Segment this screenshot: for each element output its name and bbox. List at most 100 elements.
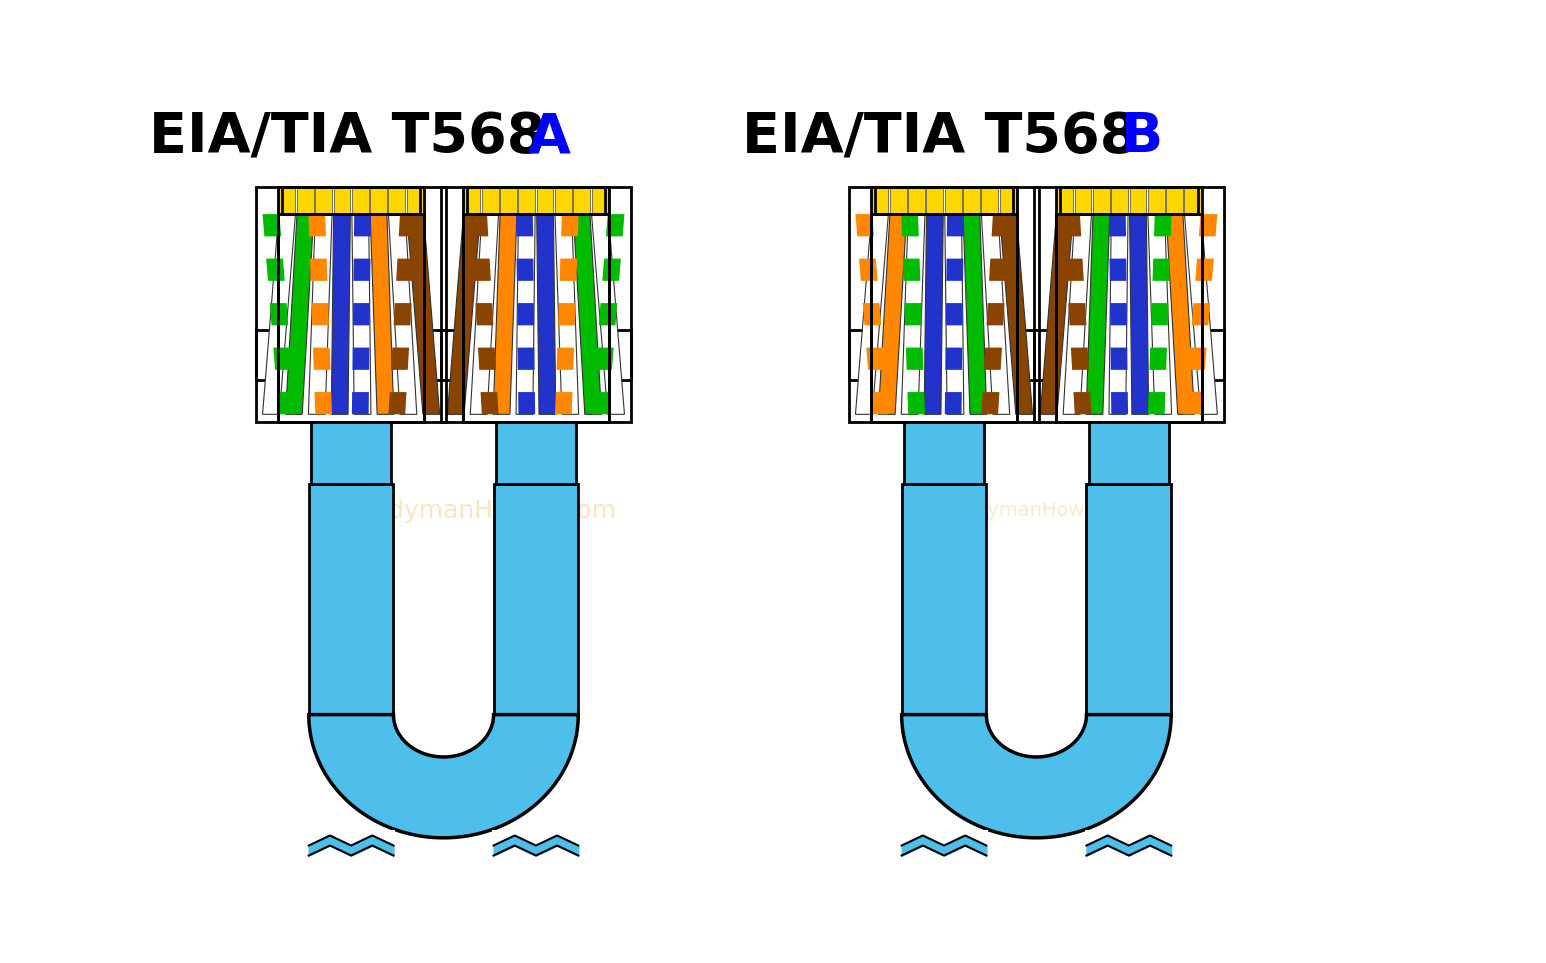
Polygon shape	[1068, 303, 1087, 325]
Polygon shape	[925, 214, 943, 414]
Polygon shape	[983, 348, 1002, 370]
Bar	[574, 187, 591, 214]
Polygon shape	[1112, 392, 1129, 414]
Polygon shape	[878, 214, 906, 414]
Bar	[309, 483, 394, 715]
Bar	[870, 187, 1017, 422]
Text: ©handymanHowTo.com: ©handymanHowTo.com	[920, 501, 1153, 520]
Polygon shape	[855, 214, 873, 236]
Bar	[1085, 830, 1173, 861]
Polygon shape	[595, 348, 614, 370]
Bar	[441, 330, 462, 380]
Polygon shape	[606, 214, 625, 236]
Bar	[482, 187, 498, 214]
Polygon shape	[1153, 214, 1172, 236]
Polygon shape	[388, 392, 407, 414]
Bar	[890, 187, 906, 214]
Polygon shape	[263, 214, 295, 414]
Polygon shape	[1150, 303, 1169, 325]
Polygon shape	[1108, 214, 1129, 414]
Bar	[1147, 187, 1164, 214]
Bar	[1000, 187, 1016, 214]
Bar	[870, 214, 1017, 422]
Polygon shape	[286, 214, 314, 414]
Polygon shape	[396, 259, 414, 281]
Bar	[352, 187, 368, 214]
Polygon shape	[866, 348, 884, 370]
Polygon shape	[860, 259, 878, 281]
Polygon shape	[1195, 259, 1214, 281]
Bar	[518, 187, 535, 214]
Polygon shape	[352, 303, 369, 325]
Polygon shape	[560, 259, 577, 281]
Polygon shape	[314, 392, 332, 414]
Polygon shape	[906, 348, 923, 370]
Bar	[315, 187, 332, 214]
Bar	[1201, 330, 1223, 380]
Bar	[462, 187, 609, 422]
Polygon shape	[1130, 214, 1149, 414]
Polygon shape	[470, 214, 489, 236]
Polygon shape	[309, 259, 328, 281]
Polygon shape	[555, 214, 578, 414]
Polygon shape	[481, 392, 498, 414]
Bar	[901, 483, 986, 715]
Polygon shape	[263, 214, 281, 236]
Polygon shape	[1152, 259, 1170, 281]
Polygon shape	[516, 303, 533, 325]
Polygon shape	[331, 214, 351, 414]
Polygon shape	[1192, 303, 1211, 325]
Polygon shape	[399, 214, 417, 236]
Polygon shape	[1108, 214, 1125, 236]
Polygon shape	[986, 303, 1005, 325]
Text: B: B	[1121, 110, 1164, 164]
Polygon shape	[1187, 348, 1206, 370]
Polygon shape	[1184, 392, 1203, 414]
Bar	[424, 330, 445, 380]
Bar	[311, 422, 391, 483]
Polygon shape	[308, 214, 332, 414]
Polygon shape	[269, 303, 288, 325]
Bar	[297, 187, 314, 214]
Polygon shape	[1166, 214, 1195, 414]
Polygon shape	[274, 348, 292, 370]
Polygon shape	[1184, 214, 1217, 414]
Bar	[407, 187, 424, 214]
Polygon shape	[1064, 214, 1081, 236]
Polygon shape	[558, 303, 575, 325]
Polygon shape	[1110, 348, 1127, 370]
Bar	[1056, 187, 1073, 214]
Bar	[334, 187, 351, 214]
Polygon shape	[1087, 214, 1110, 414]
Bar	[1074, 187, 1091, 214]
Bar	[592, 187, 608, 214]
Bar	[849, 187, 1039, 422]
Bar	[462, 214, 609, 422]
Bar	[1087, 483, 1172, 715]
Bar	[1059, 187, 1198, 214]
Polygon shape	[946, 303, 963, 325]
Bar	[555, 187, 572, 214]
Bar	[1056, 214, 1201, 422]
Polygon shape	[476, 303, 493, 325]
Polygon shape	[855, 214, 889, 414]
Polygon shape	[982, 214, 1010, 414]
Bar	[464, 187, 481, 214]
Polygon shape	[592, 214, 625, 414]
Polygon shape	[908, 392, 925, 414]
Bar	[872, 187, 889, 214]
Polygon shape	[388, 214, 417, 414]
Bar	[278, 214, 424, 422]
Bar	[369, 187, 386, 214]
Polygon shape	[945, 214, 963, 414]
Polygon shape	[1147, 214, 1172, 414]
Polygon shape	[352, 392, 369, 414]
Bar	[1056, 187, 1201, 422]
Bar	[257, 187, 445, 422]
Bar	[1166, 187, 1183, 214]
Polygon shape	[352, 348, 369, 370]
Polygon shape	[1065, 259, 1084, 281]
Polygon shape	[945, 392, 962, 414]
Bar	[492, 830, 580, 861]
Polygon shape	[311, 303, 329, 325]
